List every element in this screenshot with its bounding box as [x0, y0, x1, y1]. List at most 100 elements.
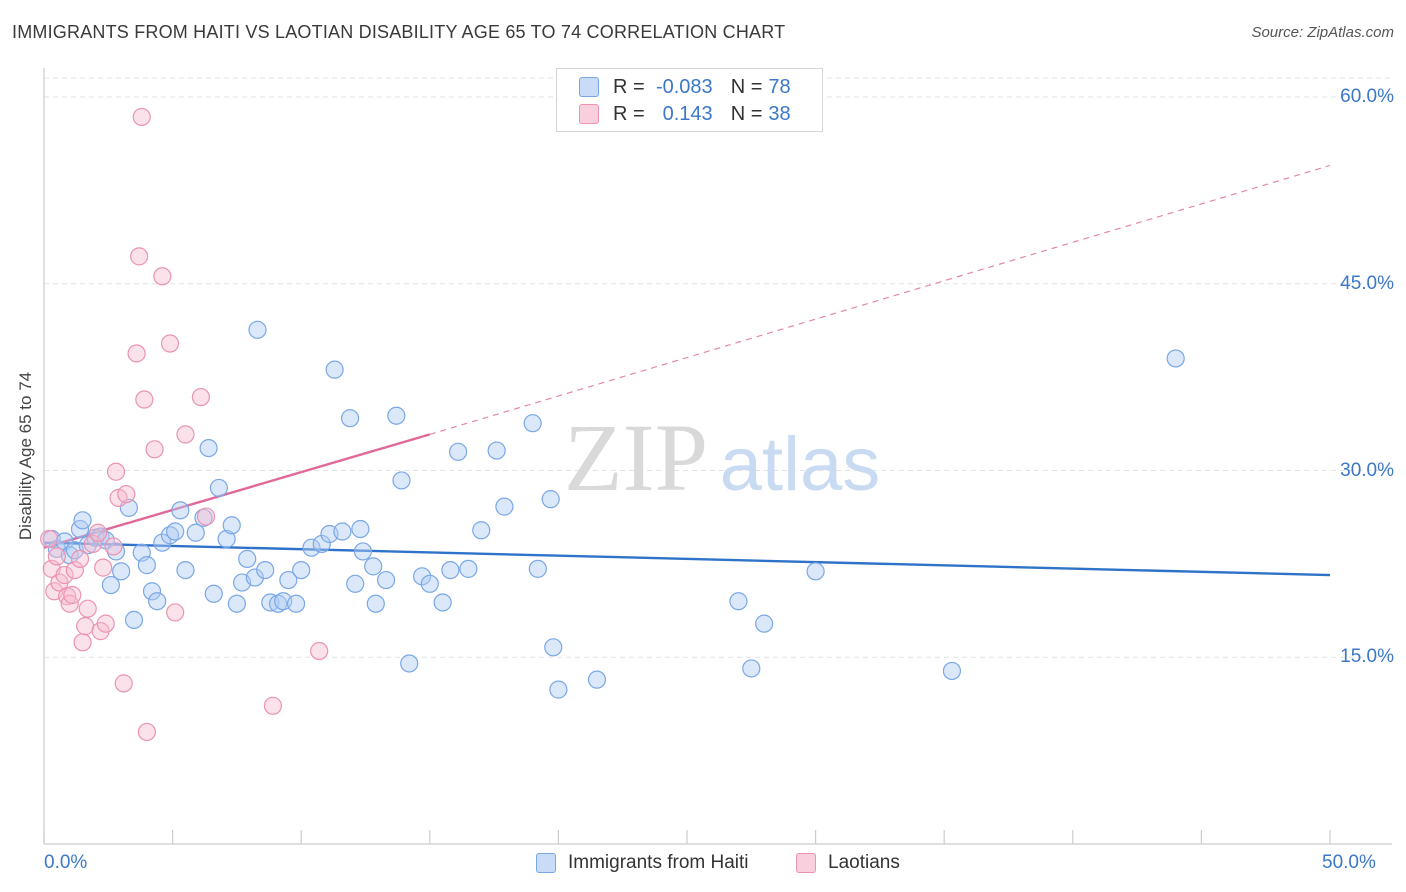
- haiti-point: [366, 594, 385, 613]
- haiti-point: [459, 559, 478, 578]
- haiti-point: [433, 593, 452, 612]
- haiti-point: [351, 519, 370, 539]
- n-value: 38: [768, 102, 791, 125]
- laotians-point: [94, 558, 113, 577]
- laotians-point: [137, 722, 156, 742]
- haiti-point: [523, 414, 542, 433]
- haiti-point: [441, 560, 460, 580]
- haiti-point: [112, 562, 131, 581]
- haiti-point: [587, 670, 607, 689]
- haiti-point: [729, 592, 748, 611]
- haiti-point: [204, 584, 223, 603]
- series-legend: Immigrants from Haiti Laotians: [0, 852, 1406, 878]
- laotians-point: [166, 603, 185, 622]
- haiti-point: [248, 320, 267, 339]
- haiti-point: [106, 542, 126, 561]
- haiti-point: [487, 441, 506, 460]
- haiti-point: [364, 557, 383, 576]
- haiti-swatch: [579, 77, 599, 97]
- laotians-point: [70, 549, 90, 568]
- haiti-point: [238, 549, 257, 568]
- haiti-point: [148, 592, 167, 611]
- haiti-point: [217, 529, 236, 549]
- haiti-point: [942, 661, 962, 681]
- haiti-point: [256, 560, 275, 580]
- laotians-point: [106, 462, 126, 481]
- chart-title: IMMIGRANTS FROM HAITI VS LAOTIAN DISABIL…: [12, 22, 786, 42]
- haiti-point: [279, 570, 298, 590]
- trend-line-haiti: [43, 541, 1331, 577]
- laotians-point: [130, 247, 149, 266]
- laotians-point: [117, 485, 136, 504]
- stats-legend: R = -0.083 N = 78 R = 0.143 N = 38: [556, 68, 823, 132]
- stats-row-laotians: R = 0.143 N = 38: [579, 100, 798, 128]
- laotians-point: [145, 440, 164, 459]
- haiti-point: [412, 567, 432, 586]
- haiti-point: [806, 562, 825, 581]
- laotians-point: [132, 107, 151, 127]
- laotians-point: [76, 617, 95, 636]
- laotians-point: [78, 599, 97, 618]
- axes: [43, 68, 1392, 845]
- laotians-point: [104, 537, 123, 556]
- data-points: [40, 107, 1185, 742]
- trend-lines: [43, 164, 1331, 577]
- laotians-point: [40, 529, 59, 549]
- n-value: 78: [768, 75, 791, 98]
- watermark-atlas: atlas: [720, 422, 881, 507]
- laotians-point: [135, 390, 154, 409]
- haiti-point: [549, 680, 568, 699]
- haiti-point: [209, 478, 228, 498]
- haiti-point: [171, 501, 190, 520]
- haiti-point: [400, 654, 419, 673]
- laotians-point: [73, 633, 92, 652]
- laotians-point: [96, 614, 115, 633]
- haiti-point: [312, 534, 331, 554]
- laotians-point: [63, 585, 82, 605]
- haiti-point: [528, 559, 547, 578]
- haiti-point: [472, 521, 491, 540]
- laotians-point: [263, 696, 283, 715]
- legend-item-laotians[interactable]: Laotians: [796, 852, 900, 874]
- x-tick-label-max: 50.0%: [1322, 852, 1376, 873]
- laotians-point: [88, 523, 108, 542]
- haiti-point: [353, 542, 373, 561]
- legend-item-haiti[interactable]: Immigrants from Haiti: [536, 852, 749, 874]
- legend-label-laotians: Laotians: [828, 852, 900, 873]
- laotians-point: [153, 267, 172, 286]
- laotians-point: [127, 344, 146, 363]
- y-tick-label: 30.0%: [1340, 459, 1394, 481]
- haiti-swatch: [536, 853, 556, 873]
- haiti-point: [73, 511, 92, 530]
- haiti-point: [420, 574, 439, 593]
- laotians-swatch: [579, 104, 599, 124]
- haiti-point: [137, 556, 156, 575]
- laotians-point: [65, 560, 84, 580]
- laotians-point: [196, 507, 216, 526]
- haiti-point: [755, 614, 774, 633]
- haiti-point: [261, 593, 280, 612]
- n-label: N =: [730, 102, 763, 125]
- haiti-point: [448, 442, 468, 461]
- haiti-point: [742, 659, 761, 678]
- watermark-zip: ZIP: [564, 404, 708, 511]
- laotians-point: [176, 425, 195, 444]
- haiti-point: [541, 490, 560, 509]
- haiti-point: [544, 638, 563, 657]
- laotians-point: [191, 387, 210, 407]
- haiti-point: [292, 560, 311, 580]
- haiti-point: [333, 522, 352, 541]
- y-tick-label: 45.0%: [1340, 272, 1394, 294]
- haiti-point: [176, 560, 195, 580]
- haiti-point: [392, 471, 411, 490]
- laotians-point: [47, 547, 66, 566]
- haiti-point: [286, 594, 306, 613]
- haiti-point: [376, 570, 396, 590]
- laotians-point: [55, 565, 74, 585]
- r-label: R =: [613, 75, 645, 98]
- haiti-point: [222, 516, 241, 535]
- haiti-point: [1166, 349, 1185, 368]
- haiti-point: [124, 610, 144, 630]
- laotians-swatch: [796, 853, 816, 873]
